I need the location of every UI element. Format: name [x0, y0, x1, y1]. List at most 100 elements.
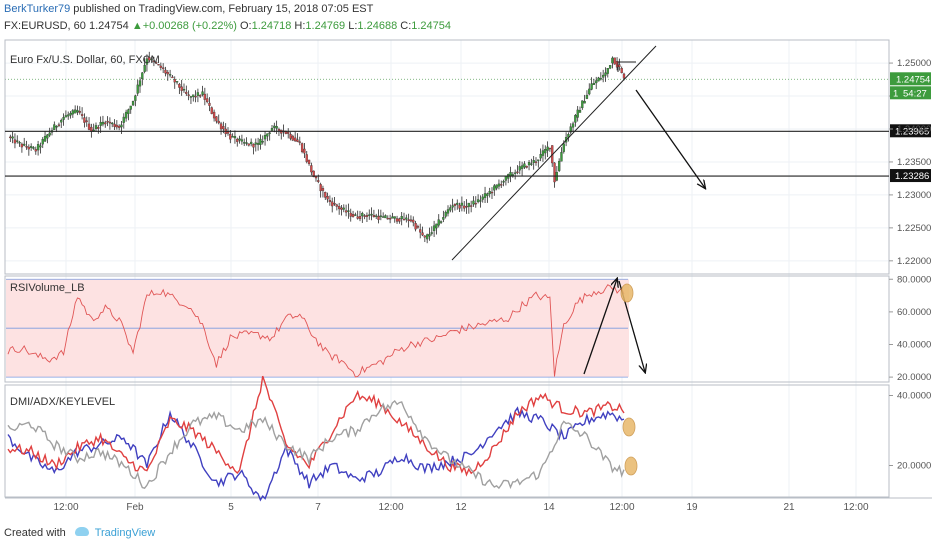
candle-body [291, 135, 294, 141]
candle-body [470, 205, 473, 207]
candle-body [263, 135, 267, 140]
candle [18, 140, 21, 147]
candle [382, 212, 385, 218]
candle [595, 76, 598, 90]
candle [240, 134, 244, 145]
candle [444, 210, 447, 219]
candle-body [261, 141, 264, 143]
candle-body [516, 171, 519, 173]
candle [602, 69, 605, 83]
candle [347, 203, 350, 219]
candle-body [451, 205, 454, 208]
candle-body [143, 65, 146, 72]
candle [261, 135, 264, 145]
highlight-marker [620, 283, 634, 303]
candle [152, 56, 156, 67]
candle-body [534, 161, 538, 163]
candle [520, 161, 524, 176]
candle-body [111, 122, 114, 125]
x-tick-label: 12 [455, 502, 467, 513]
candle [166, 70, 169, 81]
candle-body [314, 176, 318, 179]
candle-body [349, 212, 352, 217]
candle [391, 212, 394, 219]
candle-body [60, 119, 63, 123]
candle-body [342, 207, 345, 210]
candle [509, 166, 512, 183]
candle [229, 130, 232, 144]
tradingview-brand[interactable]: TradingView [94, 527, 156, 539]
candle [266, 133, 269, 142]
candle-body [108, 121, 112, 124]
candle [432, 220, 436, 238]
candle-body [571, 123, 575, 128]
candle-body [419, 229, 422, 233]
candle-body [231, 136, 234, 138]
candle [25, 140, 28, 150]
candle [120, 120, 123, 135]
candle [324, 191, 327, 201]
candle [69, 111, 72, 119]
candle-body [138, 80, 142, 87]
candle-body [287, 132, 290, 134]
candle [518, 161, 521, 175]
candle [490, 187, 494, 199]
candle-body [606, 68, 609, 74]
candle [247, 143, 250, 147]
candle-body [180, 86, 183, 91]
candle-body [41, 139, 44, 145]
x-tick-label: 19 [686, 502, 698, 513]
candle-body [409, 219, 413, 222]
candle-body [356, 216, 359, 219]
candle-body [465, 206, 468, 208]
candle [243, 138, 246, 147]
candle-body [9, 136, 12, 139]
candle [398, 217, 401, 224]
footer: Created with TradingView [4, 527, 155, 539]
candle-body [578, 110, 582, 113]
candle [196, 88, 200, 103]
candle-body [18, 142, 21, 144]
candle [124, 109, 128, 122]
candle-body [233, 136, 237, 139]
horizontal-levels: 1.23965 1.23286 [5, 124, 931, 183]
candle-body [539, 154, 542, 159]
candle [421, 226, 424, 237]
candle [215, 116, 218, 124]
candle-body [238, 138, 241, 141]
candle [449, 204, 452, 213]
candle-body [289, 133, 292, 139]
candle-body [483, 193, 487, 198]
candle-body [206, 98, 209, 103]
candle-body [490, 191, 494, 194]
candle [300, 142, 304, 154]
candle [245, 137, 248, 146]
x-tick-label: Feb [126, 502, 144, 513]
candle [263, 131, 267, 146]
candle [405, 214, 408, 223]
candle [233, 130, 237, 144]
author-link[interactable]: BerkTurker79 [4, 3, 71, 15]
candle-body [379, 215, 382, 218]
candle-body [250, 141, 253, 145]
candle [386, 215, 389, 220]
candle-body [525, 165, 528, 168]
candle-body [588, 88, 591, 95]
candle [78, 106, 81, 115]
candle-body [215, 116, 218, 122]
key-level-label: 1.23286 [895, 171, 929, 182]
candle [493, 183, 496, 196]
high-box [617, 61, 636, 72]
price-tick-label: 1.22500 [897, 223, 931, 234]
candle-body [347, 210, 350, 212]
candle-body [192, 94, 195, 97]
candle-body [331, 201, 334, 207]
candle [458, 202, 461, 212]
candle [581, 100, 584, 110]
dmi-series-line [7, 399, 625, 490]
candle-body [444, 211, 447, 217]
candle-body [16, 140, 19, 142]
candle [157, 63, 160, 66]
candle-body [613, 57, 616, 65]
